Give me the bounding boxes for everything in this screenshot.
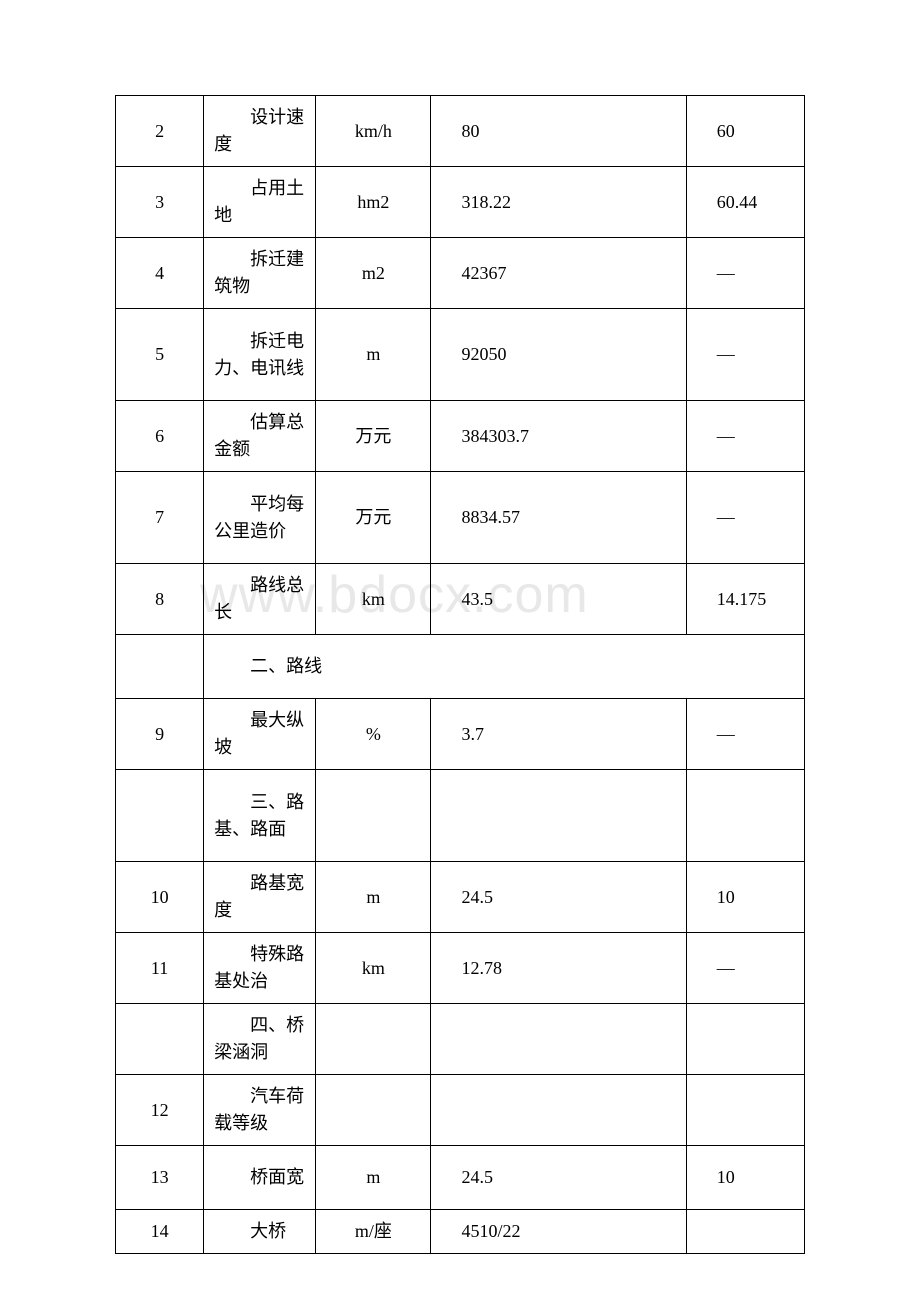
cell-val1	[431, 770, 686, 862]
cell-val2: —	[686, 699, 804, 770]
cell-val1	[431, 1004, 686, 1075]
cell-val2: 10	[686, 862, 804, 933]
cell-name: 拆迁电力、电讯线	[204, 309, 316, 401]
cell-name: 最大纵坡	[204, 699, 316, 770]
cell-num: 13	[116, 1146, 204, 1210]
cell-val2: 60.44	[686, 167, 804, 238]
cell-unit: %	[316, 699, 431, 770]
table-row: 2 设计速度 km/h 80 60	[116, 96, 805, 167]
cell-val1: 80	[431, 96, 686, 167]
cell-num: 2	[116, 96, 204, 167]
cell-name: 拆迁建筑物	[204, 238, 316, 309]
cell-val2: —	[686, 238, 804, 309]
cell-val1: 92050	[431, 309, 686, 401]
table-row: 14 大桥 m/座 4510/22	[116, 1210, 805, 1254]
table-row: 7 平均每公里造价 万元 8834.57 —	[116, 472, 805, 564]
table-row: 5 拆迁电力、电讯线 m 92050 —	[116, 309, 805, 401]
table-row: 8 路线总长 km 43.5 14.175	[116, 564, 805, 635]
cell-unit	[316, 770, 431, 862]
table-body: 2 设计速度 km/h 80 60 3 占用土地 hm2 318.22 60.4…	[116, 96, 805, 1254]
cell-num: 11	[116, 933, 204, 1004]
table-row: 三、路基、路面	[116, 770, 805, 862]
cell-name: 占用土地	[204, 167, 316, 238]
cell-val2	[686, 1210, 804, 1254]
cell-val1: 24.5	[431, 1146, 686, 1210]
cell-val2: —	[686, 309, 804, 401]
table-container: 2 设计速度 km/h 80 60 3 占用土地 hm2 318.22 60.4…	[115, 95, 805, 1254]
cell-num: 9	[116, 699, 204, 770]
cell-name: 设计速度	[204, 96, 316, 167]
cell-name: 四、桥梁涵洞	[204, 1004, 316, 1075]
cell-num: 3	[116, 167, 204, 238]
cell-val1: 4510/22	[431, 1210, 686, 1254]
data-table: 2 设计速度 km/h 80 60 3 占用土地 hm2 318.22 60.4…	[115, 95, 805, 1254]
cell-unit: km	[316, 933, 431, 1004]
cell-section: 二、路线	[204, 635, 805, 699]
cell-num: 6	[116, 401, 204, 472]
table-row: 11 特殊路基处治 km 12.78 —	[116, 933, 805, 1004]
cell-val2: 14.175	[686, 564, 804, 635]
cell-name: 路基宽度	[204, 862, 316, 933]
cell-unit: m	[316, 1146, 431, 1210]
cell-unit: km	[316, 564, 431, 635]
cell-val1	[431, 1075, 686, 1146]
cell-num: 14	[116, 1210, 204, 1254]
cell-val1: 384303.7	[431, 401, 686, 472]
cell-num: 7	[116, 472, 204, 564]
cell-num: 4	[116, 238, 204, 309]
cell-num	[116, 635, 204, 699]
cell-num: 5	[116, 309, 204, 401]
cell-unit	[316, 1075, 431, 1146]
table-row-section: 二、路线	[116, 635, 805, 699]
table-row: 10 路基宽度 m 24.5 10	[116, 862, 805, 933]
table-row: 13 桥面宽 m 24.5 10	[116, 1146, 805, 1210]
cell-name: 估算总金额	[204, 401, 316, 472]
cell-unit: m/座	[316, 1210, 431, 1254]
cell-val1: 3.7	[431, 699, 686, 770]
table-row: 4 拆迁建筑物 m2 42367 —	[116, 238, 805, 309]
table-row: 12 汽车荷载等级	[116, 1075, 805, 1146]
cell-unit: 万元	[316, 472, 431, 564]
cell-val2	[686, 1004, 804, 1075]
cell-num: 12	[116, 1075, 204, 1146]
cell-val1: 318.22	[431, 167, 686, 238]
cell-val2: 60	[686, 96, 804, 167]
cell-val2	[686, 1075, 804, 1146]
cell-val2	[686, 770, 804, 862]
cell-name: 桥面宽	[204, 1146, 316, 1210]
cell-num	[116, 770, 204, 862]
cell-num: 10	[116, 862, 204, 933]
cell-unit: m	[316, 309, 431, 401]
table-row: 6 估算总金额 万元 384303.7 —	[116, 401, 805, 472]
cell-name: 特殊路基处治	[204, 933, 316, 1004]
cell-val2: —	[686, 472, 804, 564]
table-row: 3 占用土地 hm2 318.22 60.44	[116, 167, 805, 238]
cell-val2: —	[686, 401, 804, 472]
cell-num: 8	[116, 564, 204, 635]
cell-name: 平均每公里造价	[204, 472, 316, 564]
table-row: 9 最大纵坡 % 3.7 —	[116, 699, 805, 770]
cell-unit: hm2	[316, 167, 431, 238]
cell-unit: m	[316, 862, 431, 933]
cell-unit: m2	[316, 238, 431, 309]
cell-val1: 8834.57	[431, 472, 686, 564]
cell-unit: km/h	[316, 96, 431, 167]
cell-val1: 12.78	[431, 933, 686, 1004]
cell-val2: 10	[686, 1146, 804, 1210]
table-row: 四、桥梁涵洞	[116, 1004, 805, 1075]
cell-val1: 24.5	[431, 862, 686, 933]
cell-val2: —	[686, 933, 804, 1004]
cell-unit	[316, 1004, 431, 1075]
cell-unit: 万元	[316, 401, 431, 472]
cell-name: 汽车荷载等级	[204, 1075, 316, 1146]
cell-val1: 43.5	[431, 564, 686, 635]
cell-name: 三、路基、路面	[204, 770, 316, 862]
cell-name: 路线总长	[204, 564, 316, 635]
cell-num	[116, 1004, 204, 1075]
cell-name: 大桥	[204, 1210, 316, 1254]
cell-val1: 42367	[431, 238, 686, 309]
